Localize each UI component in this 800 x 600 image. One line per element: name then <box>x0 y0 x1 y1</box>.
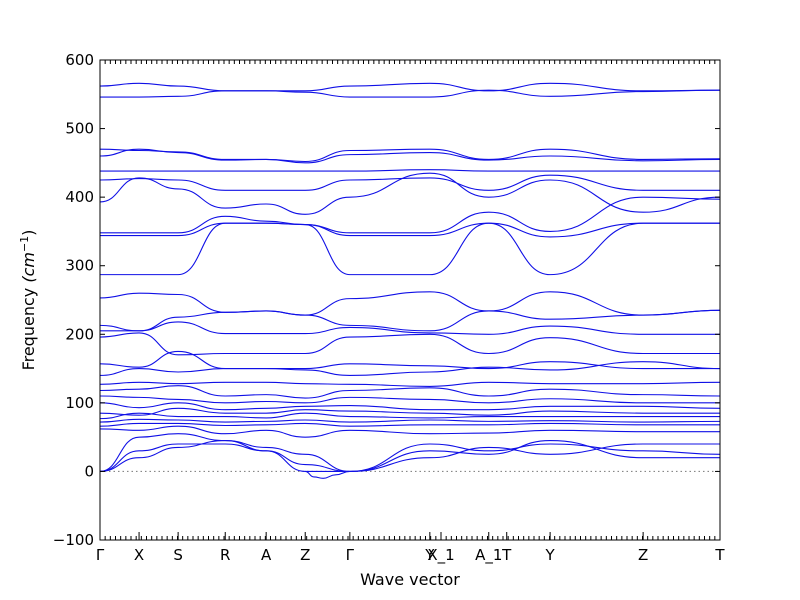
band-line-3 <box>99 148 721 163</box>
y-tick-label: −100 <box>53 531 94 549</box>
band-lines <box>99 82 721 479</box>
band-line-15 <box>99 350 720 370</box>
y-axis-ticks: −100 0 100 200 300 400 500 600 <box>53 51 720 549</box>
y-tick-label: 100 <box>65 394 94 412</box>
x-tick-label: Z <box>638 546 648 564</box>
y-tick-label: 300 <box>65 257 94 275</box>
band-line-2 <box>100 89 721 98</box>
y-tick-label: 0 <box>84 462 94 480</box>
band-line-9 <box>100 222 720 238</box>
y-axis-label-unit: (cm <box>19 252 38 283</box>
band-line-11 <box>99 291 721 316</box>
plot-frame <box>99 59 721 541</box>
band-line-24 <box>99 422 720 427</box>
x-tick-label: X <box>134 546 144 564</box>
band-line-21 <box>99 407 720 416</box>
y-axis-label-unit-close: ) <box>19 230 38 236</box>
band-line-25 <box>99 425 720 438</box>
band-line-4 <box>99 148 721 164</box>
x-tick-label: A <box>261 546 272 564</box>
band-line-22 <box>99 412 721 420</box>
band-line-17 <box>99 381 721 387</box>
y-axis-label-text: Frequency <box>19 288 38 371</box>
band-line-7 <box>99 172 721 215</box>
y-axis-label-unit-exponent: −1 <box>18 236 31 252</box>
band-line-8 <box>100 196 721 234</box>
x-tick-label: Z <box>300 546 310 564</box>
y-tick-label: 200 <box>65 325 94 343</box>
band-line-12 <box>99 309 721 332</box>
x-tick-label: Y <box>545 546 556 564</box>
x-tick-label: S <box>173 546 183 564</box>
x-tick-label: A_1 <box>475 546 502 565</box>
x-tick-label: Γ <box>96 546 105 564</box>
x-tick-label: Y <box>424 546 435 564</box>
band-line-19 <box>99 395 720 404</box>
band-line-23 <box>99 418 721 423</box>
x-axis-ticks: Γ X S R A Z Γ YX_1 A_1 T Y Z T <box>96 60 725 565</box>
band-line-29 <box>305 470 350 479</box>
band-line-16 <box>99 361 721 376</box>
band-line-20 <box>99 402 721 411</box>
y-tick-label: 500 <box>65 120 94 138</box>
x-tick-label: T <box>714 546 725 564</box>
band-line-14 <box>99 332 720 356</box>
y-axis-label: Frequency (cm−1) <box>18 230 38 371</box>
band-line-18 <box>99 385 721 399</box>
band-line-13 <box>99 321 720 335</box>
x-axis-label: Wave vector <box>360 570 460 589</box>
band-line-5 <box>99 169 720 172</box>
band-line-6 <box>99 174 720 191</box>
x-tick-label: Γ <box>346 546 355 564</box>
band-line-10 <box>100 222 720 276</box>
y-tick-label: 400 <box>65 188 94 206</box>
x-tick-label: T <box>501 546 512 564</box>
x-tick-label: R <box>220 546 230 564</box>
x-tick-label: X_1 <box>427 546 454 565</box>
band-line-1 <box>99 82 721 92</box>
y-tick-label: 600 <box>65 51 94 69</box>
